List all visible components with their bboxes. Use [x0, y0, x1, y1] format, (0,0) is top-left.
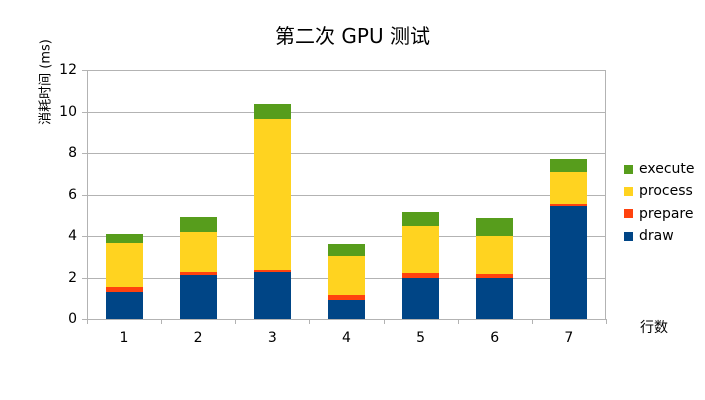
x-tick: [161, 319, 163, 324]
y-tick-label: 12: [59, 62, 77, 78]
x-tick-label: 3: [267, 330, 277, 346]
x-tick: [235, 319, 237, 324]
bar-stack-4: [328, 243, 365, 319]
legend-swatch: [624, 231, 633, 241]
bar-segment-draw: [476, 277, 514, 319]
bar-segment-prepare: [179, 271, 217, 276]
bar-segment-execute: [179, 216, 217, 232]
bar-stack-6: [476, 217, 514, 319]
y-tick-label: 6: [68, 186, 77, 203]
x-axis-title: 行数: [640, 320, 668, 336]
bar-segment-prepare: [476, 273, 514, 278]
bar-segment-prepare: [328, 294, 365, 300]
gridline: [87, 194, 606, 196]
gridline: [87, 236, 606, 237]
bar-segment-prepare: [253, 270, 291, 273]
x-tick-label: 7: [564, 330, 574, 346]
legend-item-draw: draw: [624, 225, 695, 247]
y-tick: [82, 153, 87, 154]
bar-stack-5: [402, 212, 440, 319]
bar-segment-draw: [253, 272, 291, 319]
bar-segment-execute: [550, 159, 588, 172]
gridline: [87, 319, 606, 320]
y-tick: [82, 277, 87, 279]
bar-segment-prepare: [402, 272, 440, 278]
bar-segment-process: [550, 171, 588, 204]
bar-segment-process: [476, 235, 514, 274]
x-tick: [606, 319, 607, 324]
legend-swatch: [624, 164, 633, 174]
legend-swatch: [624, 186, 633, 196]
bar-segment-execute: [476, 217, 514, 236]
y-tick-label: 0: [68, 311, 77, 327]
bar-segment-execute: [402, 212, 440, 226]
y-tick-label: 2: [68, 269, 77, 286]
bar-segment-process: [328, 255, 365, 295]
x-tick: [531, 319, 533, 324]
bar-segment-draw: [105, 292, 143, 319]
bar-segment-prepare: [105, 286, 143, 293]
legend: execute process prepare draw: [624, 158, 695, 247]
y-tick: [82, 194, 87, 196]
bar-segment-process: [105, 243, 143, 287]
legend-label: prepare: [639, 205, 694, 222]
gridline: [87, 153, 606, 154]
y-tick: [82, 236, 87, 237]
bar-stack-7: [550, 159, 588, 319]
y-tick: [82, 70, 87, 71]
y-axis-line: [87, 70, 88, 324]
bar-segment-execute: [253, 104, 291, 119]
x-tick: [87, 319, 88, 324]
y-tick-label: 4: [68, 228, 77, 244]
bar-segment-process: [179, 231, 217, 272]
y-tick-label: 8: [68, 145, 77, 161]
y-tick-label: 10: [59, 103, 77, 120]
legend-label: execute: [639, 161, 695, 178]
bar-segment-process: [253, 118, 291, 271]
gridline: [87, 70, 606, 71]
bar-segment-draw: [179, 275, 217, 319]
x-tick-label: 2: [193, 330, 203, 346]
bar-segment-process: [402, 225, 440, 273]
x-tick: [383, 319, 385, 324]
bar-stack-3: [253, 104, 291, 319]
x-tick: [309, 319, 311, 324]
bar-segment-execute: [105, 233, 143, 244]
x-tick: [457, 319, 459, 324]
x-tick-label: 1: [119, 330, 129, 346]
legend-item-prepare: prepare: [624, 203, 695, 225]
x-tick-label: 5: [416, 330, 426, 346]
plot-area: [87, 70, 606, 320]
legend-item-process: process: [624, 180, 695, 202]
bar-segment-prepare: [550, 203, 588, 207]
legend-label: process: [639, 183, 693, 200]
y-tick: [82, 111, 87, 113]
x-tick-label: 6: [490, 330, 500, 346]
bar-stack-1: [105, 233, 143, 319]
legend-item-execute: execute: [624, 158, 695, 180]
chart-title: 第二次 GPU 测试: [275, 24, 430, 48]
bar-segment-draw: [550, 206, 588, 319]
bar-segment-execute: [328, 243, 365, 256]
legend-label: draw: [639, 228, 674, 245]
gridline: [87, 111, 606, 113]
bar-stack-2: [179, 216, 217, 319]
bar-segment-draw: [402, 277, 440, 319]
bar-segment-draw: [328, 299, 365, 319]
legend-swatch: [624, 209, 633, 219]
x-tick-label: 4: [341, 330, 351, 346]
y-tick: [82, 319, 87, 320]
